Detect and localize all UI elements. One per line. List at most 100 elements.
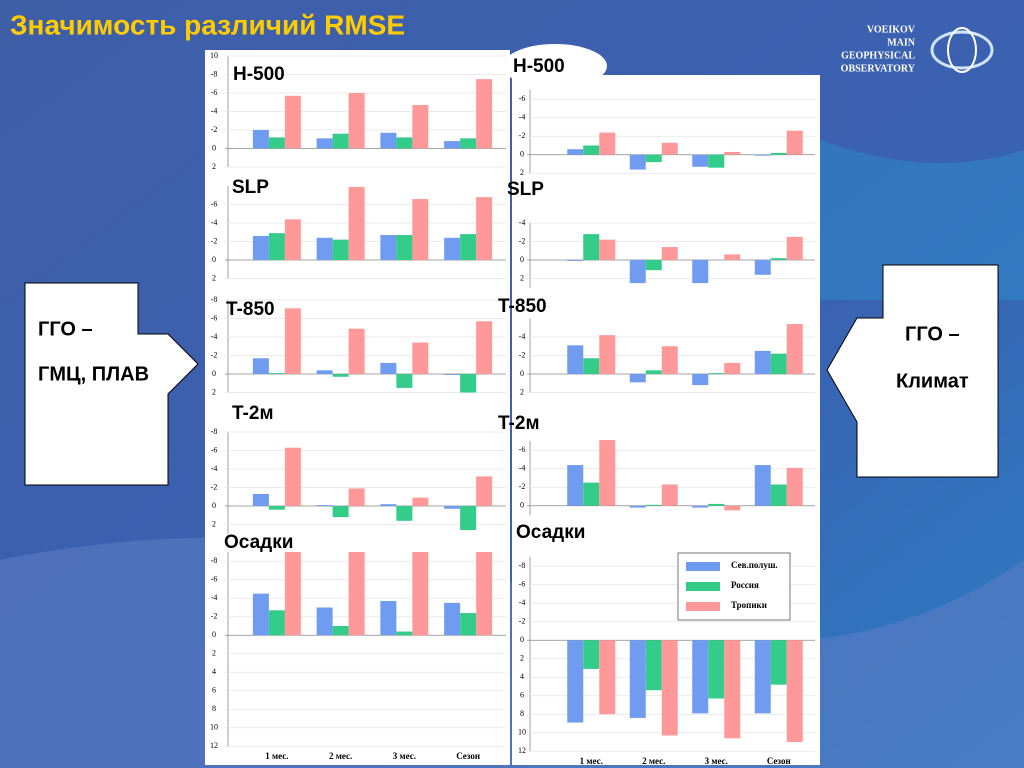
subchart-title: T-2м [498,413,540,434]
subchart-title: SLP [507,179,544,200]
bar [380,235,397,260]
y-tick-label: -2 [211,612,218,621]
y-tick-label: -8 [519,561,526,570]
y-tick-label: 12 [210,741,218,750]
y-tick-label: -8 [211,69,218,78]
bar [583,358,600,374]
y-tick-label: -2 [519,350,526,359]
legend: Сев.полуш. Россия Тропики [677,552,791,621]
y-tick-label: 4 [520,672,524,681]
bar [583,234,600,260]
bar [770,258,787,260]
y-tick-label: -4 [519,218,526,227]
subchart-title: Осадки [224,532,293,553]
y-tick-label: -8 [211,427,218,436]
y-tick-label: -2 [519,482,526,491]
bar [332,374,349,377]
bar [460,374,477,393]
logo-text: VOEIKOV [867,24,916,35]
bar [645,640,662,691]
y-tick-label: 0 [520,501,524,510]
bar [770,484,787,506]
y-tick-label: -6 [211,199,218,208]
bar [599,440,616,506]
bar [380,504,397,506]
bar [412,105,429,149]
y-tick-label: -4 [519,332,526,341]
bar [645,504,662,506]
bar [692,374,709,386]
bar [284,447,301,506]
bar [412,497,429,506]
bar [396,137,413,149]
bar [348,552,365,636]
bar [476,79,493,149]
bar [460,506,477,531]
y-tick-label: 2 [212,162,216,171]
bar [567,260,584,261]
y-tick-label: 8 [212,704,216,713]
bar [268,233,285,260]
bar [786,236,803,260]
bar [661,142,678,155]
bar [284,552,301,636]
bar [724,151,741,155]
bar [476,552,493,636]
x-tick-label: Сезон [456,751,480,761]
bar [444,506,461,509]
bubble [503,44,607,88]
y-tick-label: 0 [520,369,524,378]
bar [724,505,741,511]
y-tick-label: 0 [212,369,216,378]
bar [348,328,365,374]
bar [444,141,461,149]
y-tick-label: -4 [211,464,218,473]
subchart-title: H-500 [513,56,565,77]
y-tick-label: 2 [520,654,524,663]
bar [476,197,493,260]
right-arrow-box [826,264,999,478]
logo-icon [947,27,977,73]
y-tick-label: 2 [212,519,216,528]
bar [692,154,709,167]
y-tick-label: -6 [519,580,526,589]
bar [629,505,646,508]
bar [661,247,678,260]
y-tick-label: -4 [519,113,526,122]
y-tick-label: -4 [211,332,218,341]
legend-swatch [686,562,720,571]
logo-text: MAIN [887,37,916,48]
y-tick-label: 0 [212,501,216,510]
bar [629,640,646,718]
legend-label: Сев.полуш. [731,560,778,570]
bar [583,145,600,155]
left-arrow-box [24,282,199,486]
bar [629,260,646,284]
y-tick-label: -6 [519,94,526,103]
bar [252,493,269,506]
y-tick-label: 6 [212,686,216,695]
y-tick-label: -2 [519,617,526,626]
y-tick-label: -6 [519,445,526,454]
subchart-title: SLP [232,177,269,198]
bar [567,465,584,506]
y-tick-label: -4 [519,598,526,607]
bar [332,626,349,636]
bar [629,374,646,383]
y-tick-label: 0 [520,635,524,644]
y-tick-label: -8 [211,295,218,304]
y-tick-label: 10 [210,723,218,732]
y-tick-label: 10 [518,728,526,737]
y-tick-label: -2 [211,236,218,245]
bar [770,640,787,685]
legend-swatch [686,582,720,591]
y-tick-label: -4 [211,106,218,115]
y-tick-label: 2 [212,387,216,396]
bar [252,130,269,149]
bar [567,149,584,155]
bar [708,640,725,699]
subchart-title: T-2м [232,403,274,424]
bar [252,235,269,260]
bar [460,234,477,260]
bar [460,138,477,149]
